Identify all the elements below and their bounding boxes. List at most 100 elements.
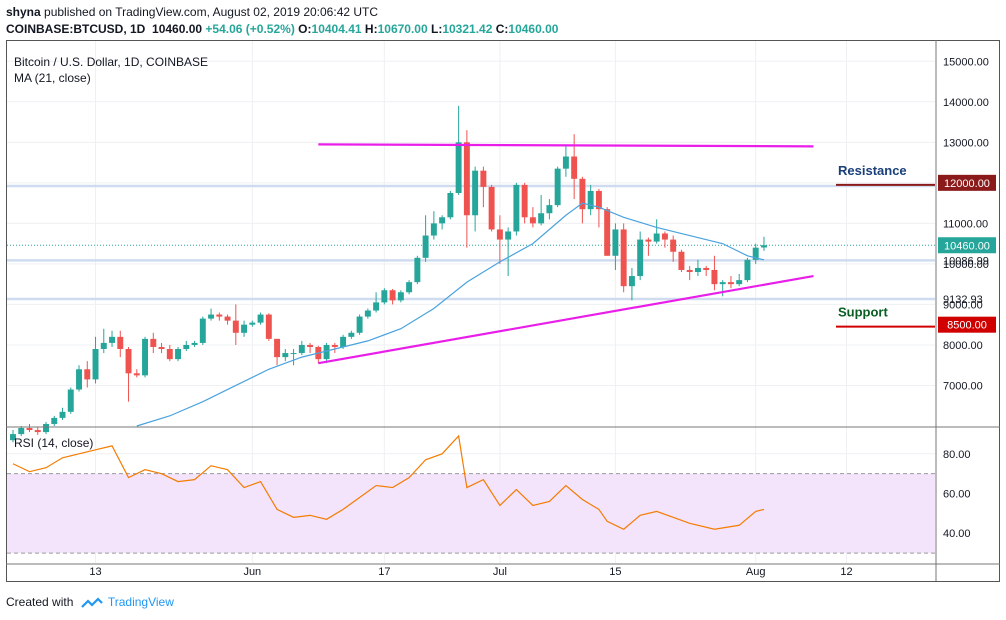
- candle-body: [364, 310, 371, 317]
- resistance-price-badge-label: 12000.00: [944, 178, 990, 190]
- open-value: 10404.41: [311, 22, 362, 36]
- price-tick-label: 14000.00: [943, 97, 989, 109]
- candle-body: [571, 156, 578, 179]
- candle-body: [422, 235, 429, 258]
- close-label: C:: [495, 22, 509, 36]
- candle-body: [356, 316, 363, 333]
- candle-body: [282, 353, 289, 358]
- candle-body: [653, 233, 660, 242]
- candle-body: [381, 290, 388, 303]
- time-tick-label: 12: [840, 566, 852, 578]
- candle-body: [26, 428, 33, 431]
- candle-body: [59, 411, 66, 418]
- candle-body: [463, 142, 470, 216]
- publish-info-text: published on TradingView.com, August 02,…: [44, 5, 379, 19]
- publish-info: shyna published on TradingView.com, Augu…: [6, 5, 378, 19]
- candle-body: [496, 229, 503, 240]
- chart-frame: [6, 40, 1000, 582]
- time-tick-label: 13: [89, 566, 101, 578]
- candle-body: [554, 168, 561, 206]
- close-value: 10460.00: [508, 22, 559, 36]
- ohlc-bar: COINBASE:BTCUSD, 1D 10460.00 +54.06 (+0.…: [6, 22, 558, 36]
- candle-body: [546, 205, 553, 214]
- candle-body: [208, 314, 215, 319]
- candle-body: [620, 229, 627, 287]
- candle-body: [694, 267, 701, 272]
- candle-body: [595, 190, 602, 210]
- support-annotation: Support: [838, 305, 888, 320]
- candle-body: [661, 233, 668, 240]
- candle-body: [645, 239, 652, 242]
- candle-body: [298, 344, 305, 354]
- last-price-readout: 10460.00: [152, 22, 203, 36]
- candle-body: [166, 349, 173, 360]
- rsi-indicator-label: RSI (14, close): [14, 436, 93, 450]
- candle-body: [150, 338, 157, 347]
- candle-body: [744, 259, 751, 281]
- candle-body: [216, 314, 223, 317]
- price-tick-label: 7000.00: [943, 380, 983, 392]
- candle-body: [736, 280, 743, 285]
- candle-body: [133, 373, 140, 376]
- candle-body: [472, 170, 479, 216]
- rsi-tick-label: 60.00: [943, 489, 971, 501]
- rsi-line: [12, 434, 765, 530]
- candle-body: [331, 344, 338, 347]
- price-tick-label: 8000.00: [943, 340, 983, 352]
- resistance-annotation: Resistance: [838, 163, 907, 178]
- candle-body: [199, 318, 206, 343]
- rsi-tick-label: 80.00: [943, 449, 971, 461]
- support-price-badge-label: 8500.00: [947, 320, 987, 332]
- candle-body: [100, 342, 107, 349]
- candle-body: [752, 247, 759, 260]
- footer: Created with TradingView: [6, 595, 174, 609]
- candle-body: [505, 231, 512, 240]
- candle-body: [430, 223, 437, 236]
- candle-body: [521, 184, 528, 218]
- candle-body: [447, 192, 454, 218]
- candle-body: [389, 290, 396, 301]
- candle-body: [406, 282, 413, 293]
- candle-body: [670, 239, 677, 252]
- tradingview-brand-link[interactable]: TradingView: [107, 595, 174, 609]
- last-price-badge: [938, 237, 996, 254]
- candle-body: [142, 338, 149, 376]
- candle-body: [51, 417, 58, 424]
- candle-body: [678, 251, 685, 270]
- candle-body: [579, 178, 586, 210]
- candle-body: [628, 276, 635, 287]
- candle-body: [414, 257, 421, 283]
- candle-body: [480, 170, 487, 187]
- price-tick-label: 13000.00: [943, 137, 989, 149]
- price-change-readout: +54.06 (+0.52%): [205, 22, 295, 36]
- candle-body: [340, 336, 347, 347]
- candle-body: [34, 430, 41, 433]
- candle-body: [232, 320, 239, 333]
- candle-body: [562, 156, 569, 169]
- low-value: 10321.42: [442, 22, 493, 36]
- candle-body: [323, 344, 330, 360]
- candle-body: [109, 336, 115, 343]
- time-tick-label: Aug: [746, 566, 766, 578]
- open-label: O:: [298, 22, 312, 36]
- candle-body: [711, 269, 718, 285]
- candle-body: [686, 269, 693, 272]
- candle-body: [241, 324, 248, 333]
- high-label: H:: [364, 22, 378, 36]
- candle-body: [703, 267, 710, 270]
- candle-body: [612, 229, 619, 256]
- symbol-label: COINBASE:BTCUSD, 1D: [6, 22, 146, 36]
- candle-body: [290, 353, 297, 355]
- candle-body: [76, 369, 82, 390]
- author-name[interactable]: shyna: [6, 5, 41, 19]
- resistance-price-badge: [938, 174, 996, 191]
- ma-indicator-label: MA (21, close): [14, 71, 91, 85]
- candle-body: [373, 302, 380, 311]
- candle-body: [183, 344, 190, 349]
- candle-body: [224, 316, 231, 321]
- time-tick-label: 15: [609, 566, 621, 578]
- candle-body: [637, 239, 644, 277]
- price-tick-label: 15000.00: [943, 56, 989, 68]
- candle-body: [43, 423, 49, 433]
